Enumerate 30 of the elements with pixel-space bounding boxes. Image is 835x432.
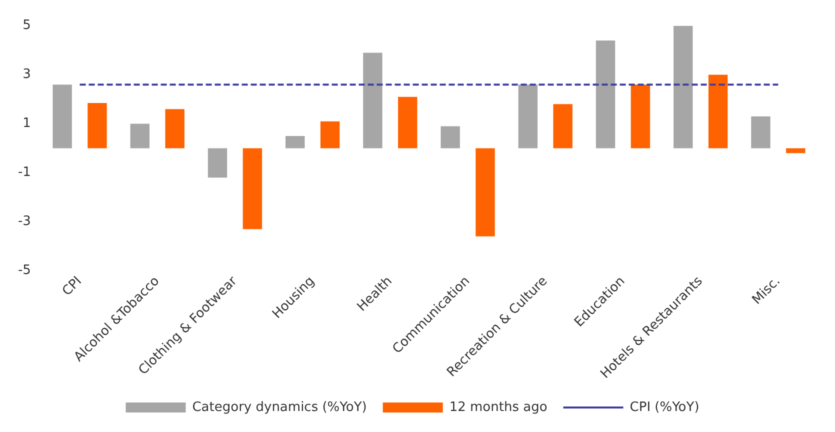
bar [242,148,262,230]
y-tick-label: 5 [22,18,31,34]
bar [88,102,107,148]
x-tick-label: CPI [60,274,85,300]
legend-label: CPI (%YoY) [630,400,700,415]
bar [286,136,305,148]
bar [630,84,650,148]
y-tick-label: -1 [18,165,31,180]
bar [208,148,228,178]
bar [52,84,72,148]
y-tick-label: 1 [22,116,31,132]
y-tick-label: -5 [18,263,31,278]
bar [440,126,460,148]
bar [553,104,572,148]
bar [320,121,340,148]
bar [708,74,728,148]
y-tick-label: 3 [22,67,31,82]
y-tick-label: -3 [18,214,31,230]
bar [518,84,538,148]
bar [363,52,382,148]
legend-label: Category dynamics (%YoY) [192,400,367,415]
legend-label: 12 months ago [449,400,548,415]
bar [786,148,806,154]
bar [476,148,495,236]
bar [751,116,770,148]
bar [398,96,418,148]
bar [596,40,616,148]
bar [165,109,184,148]
bar [674,26,693,148]
bar [130,124,150,148]
